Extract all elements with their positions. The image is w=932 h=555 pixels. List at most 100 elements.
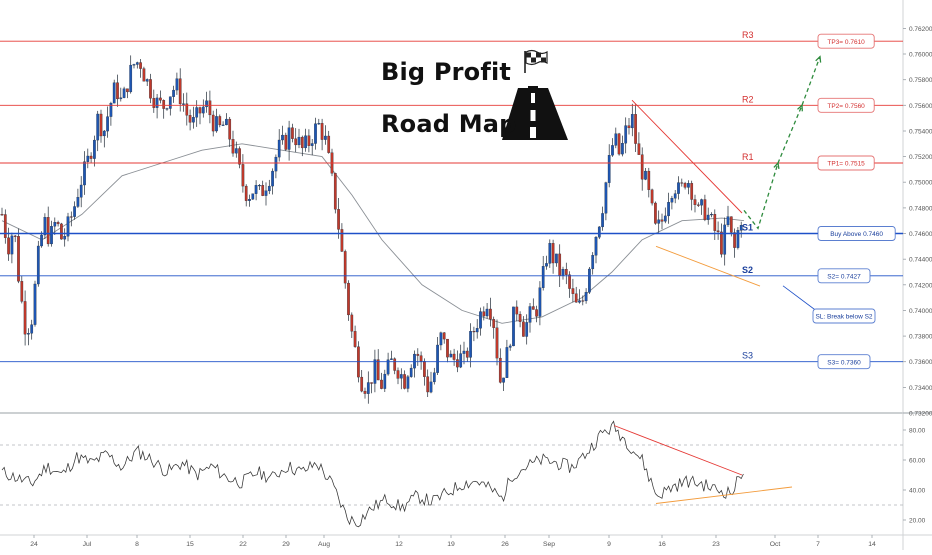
candle — [215, 108, 218, 133]
candle-body — [736, 230, 740, 248]
candle-body — [56, 222, 60, 225]
candle-body — [393, 358, 397, 371]
candle-body — [617, 133, 621, 155]
candle-body — [258, 185, 261, 187]
time-tick-label: 15 — [186, 541, 194, 548]
candle-body — [683, 183, 687, 188]
candle — [492, 316, 496, 339]
candle-body — [456, 359, 459, 368]
level-label-text-s1: Buy Above 0.7460 — [830, 231, 883, 238]
candle — [86, 148, 90, 169]
candle — [135, 61, 139, 69]
candle-body — [413, 353, 416, 369]
candle — [238, 146, 241, 169]
candle-body — [327, 135, 331, 153]
candle — [482, 306, 486, 321]
candle — [198, 106, 202, 125]
candle — [531, 298, 535, 310]
candle-body — [452, 353, 456, 360]
candle — [630, 103, 634, 137]
candle — [380, 372, 383, 390]
candle-body — [640, 154, 644, 180]
candle — [102, 130, 106, 148]
sl-connector — [782, 285, 819, 313]
candle — [353, 325, 357, 348]
candle-body — [370, 382, 373, 384]
candle-body — [30, 324, 34, 334]
candle-body — [660, 219, 664, 222]
candle-body — [720, 231, 723, 255]
candle-body — [63, 236, 67, 240]
candle — [670, 195, 674, 210]
candle — [409, 364, 413, 378]
candle-body — [390, 358, 393, 360]
candle — [162, 99, 166, 119]
candle-body — [23, 301, 27, 335]
candle-body — [343, 251, 347, 284]
candle — [696, 202, 700, 207]
candle — [528, 303, 532, 333]
level-label-text-r3: TP3= 0.7610 — [827, 39, 865, 46]
candle-body — [558, 253, 562, 276]
candle — [291, 123, 294, 143]
candle — [76, 188, 80, 208]
candle — [373, 349, 377, 393]
candle — [46, 206, 50, 247]
candle — [13, 235, 17, 243]
level-name-s3: S3 — [742, 351, 753, 361]
candle — [584, 288, 588, 304]
candle-body — [677, 182, 680, 194]
candle — [340, 223, 344, 252]
candle-body — [218, 116, 222, 126]
candle-body — [185, 103, 189, 116]
level-name-s1: S1 — [742, 223, 753, 233]
price-axis-layer: 80.00 60.00 40.00 20.00 0.76200 0.76000 0.7580… — [903, 26, 932, 525]
candle — [271, 168, 274, 195]
level-name-r1: R1 — [742, 152, 754, 162]
candle-body — [700, 199, 703, 206]
title-line-1: Big Profit — [381, 58, 512, 86]
candle — [66, 212, 70, 242]
candle-body — [0, 214, 4, 216]
candle — [564, 262, 568, 285]
candle-body — [337, 209, 340, 230]
candle-body — [541, 266, 545, 288]
candle — [155, 94, 159, 119]
price-tick-label: 0.75200 — [909, 154, 932, 161]
candle — [320, 118, 324, 151]
candle-body — [673, 193, 677, 199]
forecast-arrowhead — [773, 161, 780, 169]
title-line-2: Road Map — [381, 110, 517, 138]
candle-body — [234, 148, 238, 154]
candle — [93, 135, 96, 167]
candle — [621, 135, 624, 157]
candle-body — [568, 274, 571, 289]
candle — [680, 178, 684, 187]
candle-body — [508, 345, 512, 348]
candle — [126, 88, 129, 99]
candle — [462, 341, 466, 365]
candle — [663, 207, 667, 224]
candle — [195, 100, 199, 127]
candle-body — [267, 185, 271, 192]
candle — [281, 125, 284, 145]
candle-body — [363, 390, 367, 394]
rsi-tick-label: 20.00 — [909, 518, 926, 525]
candle — [393, 357, 397, 375]
time-tick-label: 24 — [30, 541, 38, 548]
candle-body — [281, 134, 284, 141]
candle-body — [432, 372, 436, 383]
candle-body — [238, 148, 241, 165]
candle-body — [277, 139, 281, 158]
time-axis-layer: 24 Jul 8 15 22 29 Aug 12 19 26 Sep 9 16 23 Oct 7 14 — [30, 535, 876, 548]
candle-body — [406, 376, 410, 389]
candle-body — [155, 97, 159, 108]
candle-body — [33, 283, 37, 325]
candle-body — [40, 234, 43, 247]
candle-body — [495, 327, 499, 359]
candle — [119, 87, 123, 102]
candle — [175, 72, 179, 95]
sl-label-text: SL: Break below S2 — [815, 314, 872, 321]
level-label-box-s3 — [817, 354, 871, 370]
